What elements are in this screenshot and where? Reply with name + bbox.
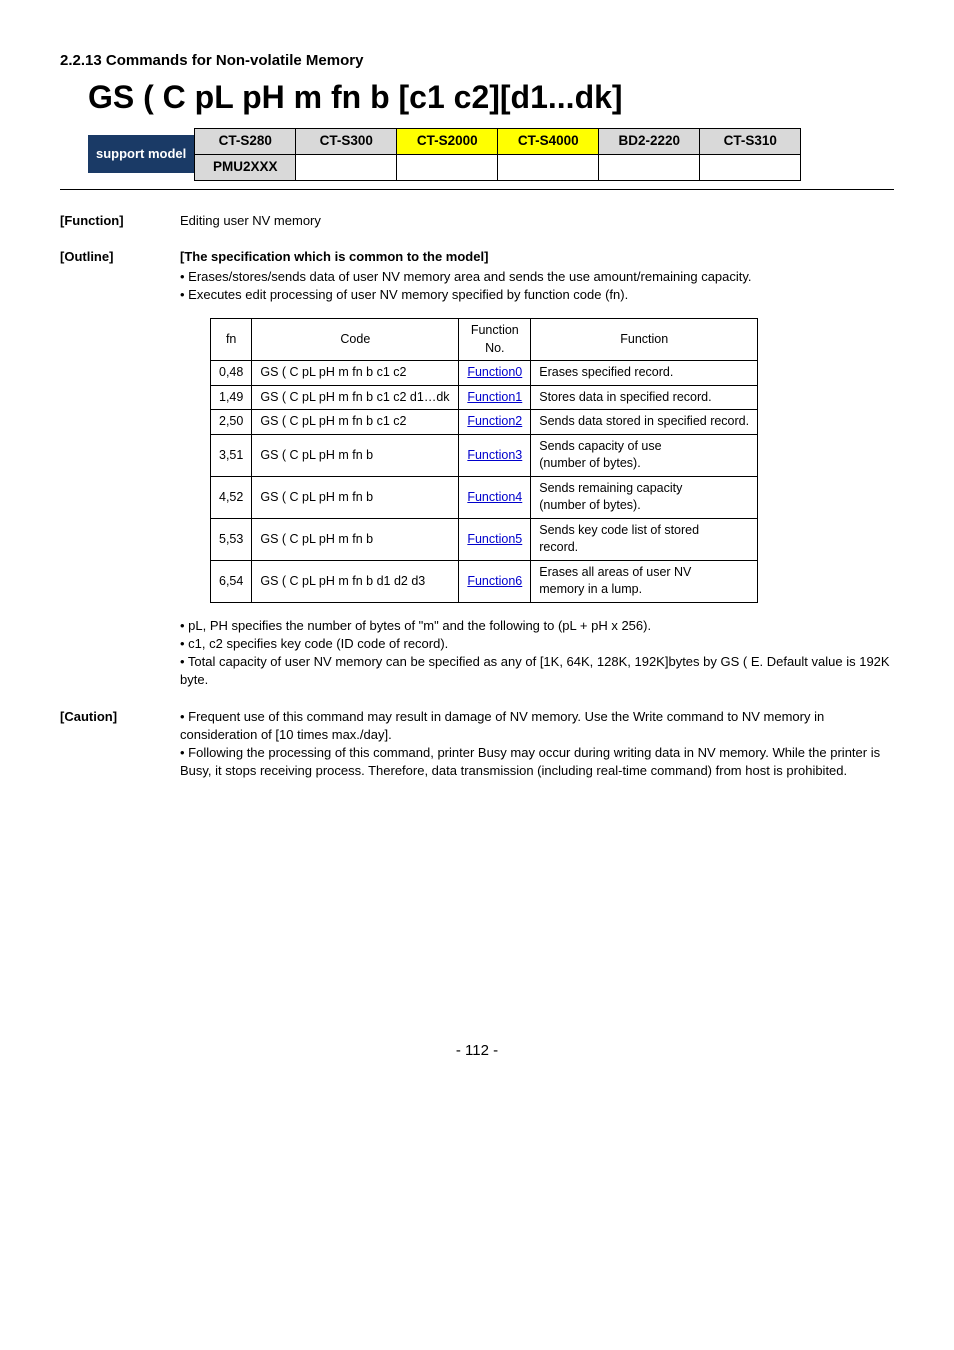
- fn-row: 5,53 GS ( C pL pH m fn b Function5 Sends…: [211, 518, 758, 560]
- model-table: CT-S280 CT-S300 CT-S2000 CT-S4000 BD2-22…: [194, 128, 801, 181]
- function-link[interactable]: Function2: [467, 414, 522, 428]
- fn-cell: Sends data stored in specified record.: [531, 410, 758, 435]
- fn-cell: Erases all areas of user NV memory in a …: [531, 560, 758, 602]
- model-cell-empty: [498, 154, 599, 180]
- function-text: Editing user NV memory: [180, 212, 894, 230]
- model-cell: CT-S300: [296, 128, 397, 154]
- outline-bullet: • Erases/stores/sends data of user NV me…: [180, 268, 894, 286]
- support-model-label: support model: [88, 135, 194, 173]
- section-number: 2.2.13 Commands for Non-volatile Memory: [60, 50, 894, 71]
- fn-cell: 3,51: [211, 434, 252, 476]
- model-cell-empty: [397, 154, 498, 180]
- fn-cell: Sends key code list of stored record.: [531, 518, 758, 560]
- fn-cell: GS ( C pL pH m fn b c1 c2: [252, 410, 459, 435]
- function-label: [Function]: [60, 212, 180, 230]
- outline-post-bullet: • c1, c2 specifies key code (ID code of …: [180, 635, 894, 653]
- fn-row: 1,49 GS ( C pL pH m fn b c1 c2 d1…dk Fun…: [211, 385, 758, 410]
- model-cell: CT-S4000: [498, 128, 599, 154]
- model-cell: PMU2XXX: [195, 154, 296, 180]
- fn-cell: 5,53: [211, 518, 252, 560]
- fn-cell: Function1: [459, 385, 531, 410]
- model-cell: CT-S310: [700, 128, 801, 154]
- fn-cell: Function5: [459, 518, 531, 560]
- outline-bullet: • Executes edit processing of user NV me…: [180, 286, 894, 304]
- fn-cell: GS ( C pL pH m fn b: [252, 434, 459, 476]
- fn-th: fn: [211, 319, 252, 361]
- outline-post-bullet: • pL, PH specifies the number of bytes o…: [180, 617, 894, 635]
- fn-cell: Sends capacity of use (number of bytes).: [531, 434, 758, 476]
- function-table: fn Code Function No. Function 0,48 GS ( …: [210, 318, 758, 603]
- outline-subhead: [The specification which is common to th…: [180, 248, 894, 266]
- model-cell-empty: [599, 154, 700, 180]
- model-row-2: PMU2XXX: [195, 154, 801, 180]
- fn-row: 4,52 GS ( C pL pH m fn b Function4 Sends…: [211, 476, 758, 518]
- caution-label: [Caution]: [60, 708, 180, 781]
- function-block: [Function] Editing user NV memory: [60, 212, 894, 230]
- fn-cell: Function2: [459, 410, 531, 435]
- fn-cell: Function6: [459, 560, 531, 602]
- fn-cell: GS ( C pL pH m fn b: [252, 476, 459, 518]
- fn-cell: 2,50: [211, 410, 252, 435]
- fn-row: 3,51 GS ( C pL pH m fn b Function3 Sends…: [211, 434, 758, 476]
- outline-post-bullet: • Total capacity of user NV memory can b…: [180, 653, 894, 689]
- outline-label: [Outline]: [60, 248, 180, 690]
- function-link[interactable]: Function5: [467, 532, 522, 546]
- caution-bullet: • Following the processing of this comma…: [180, 744, 894, 780]
- model-cell-empty: [296, 154, 397, 180]
- fn-cell: Stores data in specified record.: [531, 385, 758, 410]
- fn-cell: 0,48: [211, 361, 252, 386]
- model-cell: CT-S280: [195, 128, 296, 154]
- fn-cell: 6,54: [211, 560, 252, 602]
- outline-block: [Outline] [The specification which is co…: [60, 248, 894, 690]
- fn-cell: Function0: [459, 361, 531, 386]
- function-link[interactable]: Function3: [467, 448, 522, 462]
- fn-cell: GS ( C pL pH m fn b c1 c2 d1…dk: [252, 385, 459, 410]
- fn-th: Function No.: [459, 319, 531, 361]
- fn-cell: Sends remaining capacity (number of byte…: [531, 476, 758, 518]
- fn-row: 6,54 GS ( C pL pH m fn b d1 d2 d3 Functi…: [211, 560, 758, 602]
- function-link[interactable]: Function4: [467, 490, 522, 504]
- support-model-row: support model CT-S280 CT-S300 CT-S2000 C…: [88, 128, 894, 181]
- fn-cell: GS ( C pL pH m fn b c1 c2: [252, 361, 459, 386]
- fn-table-header: fn Code Function No. Function: [211, 319, 758, 361]
- model-row-1: CT-S280 CT-S300 CT-S2000 CT-S4000 BD2-22…: [195, 128, 801, 154]
- command-title: GS ( C pL pH m fn b [c1 c2][d1...dk]: [88, 75, 894, 120]
- model-cell: BD2-2220: [599, 128, 700, 154]
- fn-row: 0,48 GS ( C pL pH m fn b c1 c2 Function0…: [211, 361, 758, 386]
- function-link[interactable]: Function6: [467, 574, 522, 588]
- fn-th: Code: [252, 319, 459, 361]
- fn-row: 2,50 GS ( C pL pH m fn b c1 c2 Function2…: [211, 410, 758, 435]
- fn-cell: 4,52: [211, 476, 252, 518]
- function-link[interactable]: Function0: [467, 365, 522, 379]
- divider: [60, 189, 894, 190]
- caution-content: • Frequent use of this command may resul…: [180, 708, 894, 781]
- caution-bullet: • Frequent use of this command may resul…: [180, 708, 894, 744]
- model-cell: CT-S2000: [397, 128, 498, 154]
- fn-cell: GS ( C pL pH m fn b d1 d2 d3: [252, 560, 459, 602]
- fn-cell: GS ( C pL pH m fn b: [252, 518, 459, 560]
- function-link[interactable]: Function1: [467, 390, 522, 404]
- fn-cell: Function3: [459, 434, 531, 476]
- fn-cell: Function4: [459, 476, 531, 518]
- page-number: - 112 -: [60, 1040, 894, 1061]
- model-cell-empty: [700, 154, 801, 180]
- fn-cell: 1,49: [211, 385, 252, 410]
- caution-block: [Caution] • Frequent use of this command…: [60, 708, 894, 781]
- fn-th: Function: [531, 319, 758, 361]
- outline-content: [The specification which is common to th…: [180, 248, 894, 690]
- fn-cell: Erases specified record.: [531, 361, 758, 386]
